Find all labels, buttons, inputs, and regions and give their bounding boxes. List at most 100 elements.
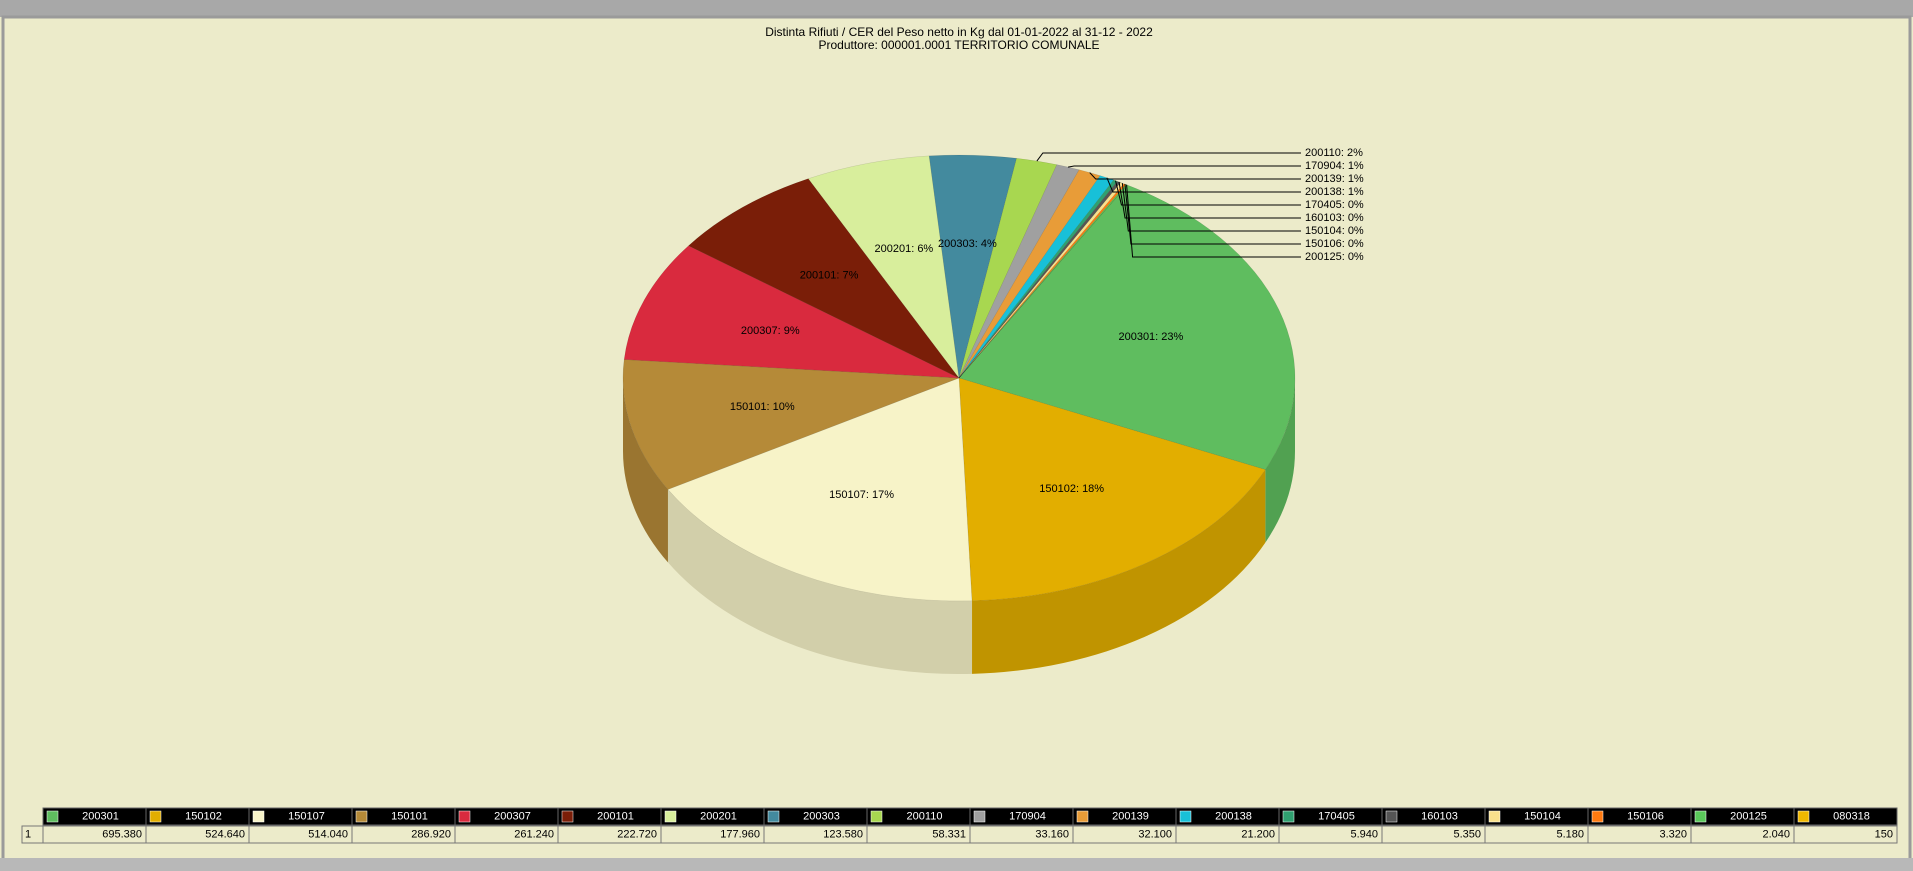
slice-label: 150107: 17% bbox=[829, 489, 894, 501]
legend-label: 200110 bbox=[907, 810, 943, 822]
legend-label: 200301 bbox=[82, 810, 119, 822]
table-value: 123.580 bbox=[823, 828, 863, 840]
slice-label: 150104: 0% bbox=[1305, 225, 1364, 237]
table-value: 21.200 bbox=[1241, 828, 1275, 840]
legend-swatch bbox=[1488, 810, 1501, 823]
table-value: 2.040 bbox=[1762, 828, 1790, 840]
legend-swatch bbox=[1694, 810, 1707, 823]
legend-swatch bbox=[252, 810, 265, 823]
leader-line bbox=[1126, 184, 1301, 258]
chart-subtitle: Produttore: 000001.0001 TERRITORIO COMUN… bbox=[818, 38, 1099, 52]
table-value: 3.320 bbox=[1659, 828, 1687, 840]
table-value: 5.180 bbox=[1556, 828, 1584, 840]
legend-swatch bbox=[355, 810, 368, 823]
slice bbox=[958, 181, 1122, 379]
slice-label: 200110: 2% bbox=[1305, 147, 1363, 159]
slice-label: 200138: 1% bbox=[1305, 186, 1364, 198]
slice-label: 200101: 7% bbox=[800, 270, 859, 282]
legend-label: 150102 bbox=[185, 810, 222, 822]
table-value: 5.350 bbox=[1453, 828, 1481, 840]
legend-label: 200101 bbox=[597, 810, 634, 822]
leader-line bbox=[1115, 180, 1301, 206]
slice-label: 200301: 23% bbox=[1118, 331, 1183, 343]
legend-label: 170904 bbox=[1009, 810, 1046, 822]
legend-swatch bbox=[1076, 810, 1089, 823]
slice-label: 200139: 1% bbox=[1305, 173, 1364, 185]
slice bbox=[958, 377, 1266, 602]
slice-label: 200201: 6% bbox=[875, 243, 934, 255]
legend-swatch bbox=[1797, 810, 1810, 823]
leader-line bbox=[1124, 184, 1301, 245]
legend-swatch bbox=[870, 810, 883, 823]
leader-line bbox=[1089, 172, 1301, 180]
legend-label: 200303 bbox=[803, 810, 840, 822]
legend-swatch bbox=[149, 810, 162, 823]
legend-swatch bbox=[767, 810, 780, 823]
legend-label: 200138 bbox=[1215, 810, 1252, 822]
legend-label: 150106 bbox=[1627, 810, 1664, 822]
legend-label: 200125 bbox=[1730, 810, 1767, 822]
legend-table: 1 200301 695.380 150102 524.640 150107 514.040… bbox=[21, 807, 1898, 844]
chart-title: Distinta Rifiuti / CER del Peso netto in… bbox=[765, 25, 1153, 39]
slice-label: 200307: 9% bbox=[741, 325, 800, 337]
legend-label: 150107 bbox=[288, 810, 325, 822]
slice bbox=[667, 377, 973, 602]
legend-label: 200307 bbox=[494, 810, 531, 822]
slice-side bbox=[972, 469, 1266, 674]
slice bbox=[958, 158, 1058, 379]
legend-swatch bbox=[1282, 810, 1295, 823]
legend-swatch bbox=[1385, 810, 1398, 823]
slice-label: 170405: 0% bbox=[1305, 199, 1364, 211]
table-value: 150 bbox=[1875, 828, 1893, 840]
table-value-cell bbox=[1793, 825, 1898, 844]
leader-line bbox=[1121, 183, 1301, 232]
leader-line bbox=[1118, 181, 1301, 219]
legend-label: 160103 bbox=[1421, 810, 1458, 822]
table-value: 5.940 bbox=[1350, 828, 1378, 840]
slice-label: 150101: 10% bbox=[730, 401, 795, 413]
table-value: 261.240 bbox=[514, 828, 554, 840]
slice bbox=[958, 184, 1128, 379]
slice bbox=[623, 245, 960, 379]
legend-label: 170405 bbox=[1318, 810, 1355, 822]
legend-swatch bbox=[561, 810, 574, 823]
leader-line bbox=[1106, 177, 1301, 193]
slice-label: 150102: 18% bbox=[1039, 483, 1104, 495]
legend-swatch bbox=[1179, 810, 1192, 823]
legend-label: 150101 bbox=[391, 810, 428, 822]
legend-label: 150104 bbox=[1524, 810, 1561, 822]
legend-label: 200139 bbox=[1112, 810, 1149, 822]
slice-label: 170904: 1% bbox=[1305, 160, 1364, 172]
legend-label: 200201 bbox=[700, 810, 737, 822]
slice bbox=[622, 359, 960, 490]
table-value: 177.960 bbox=[720, 828, 760, 840]
table-value: 695.380 bbox=[102, 828, 142, 840]
leader-line bbox=[1067, 165, 1301, 168]
slice bbox=[958, 164, 1080, 379]
slice-side bbox=[667, 489, 973, 674]
window-bottom-bar bbox=[0, 858, 1913, 871]
legend-label: 080318 bbox=[1833, 810, 1870, 822]
table-value: 514.040 bbox=[308, 828, 348, 840]
leader-line bbox=[1036, 152, 1301, 162]
slice bbox=[958, 179, 1118, 379]
table-value: 286.920 bbox=[411, 828, 451, 840]
slice bbox=[928, 154, 1017, 379]
slice-label: 160103: 0% bbox=[1305, 212, 1364, 224]
legend-swatch bbox=[664, 810, 677, 823]
legend-swatch bbox=[458, 810, 471, 823]
table-header-cell bbox=[1793, 807, 1898, 826]
table-value: 524.640 bbox=[205, 828, 245, 840]
table-row-label: 1 bbox=[25, 828, 31, 840]
legend-swatch bbox=[1591, 810, 1604, 823]
slice bbox=[688, 178, 960, 379]
slice-label: 150106: 0% bbox=[1305, 238, 1364, 250]
pie: 200301: 23% 150102: 18% 150107: 17% 150101:… bbox=[622, 147, 1364, 674]
legend-swatch bbox=[46, 810, 59, 823]
table-value: 58.331 bbox=[932, 828, 966, 840]
slice bbox=[958, 184, 1296, 470]
slice bbox=[807, 155, 960, 379]
window-title-bar bbox=[0, 0, 1913, 17]
